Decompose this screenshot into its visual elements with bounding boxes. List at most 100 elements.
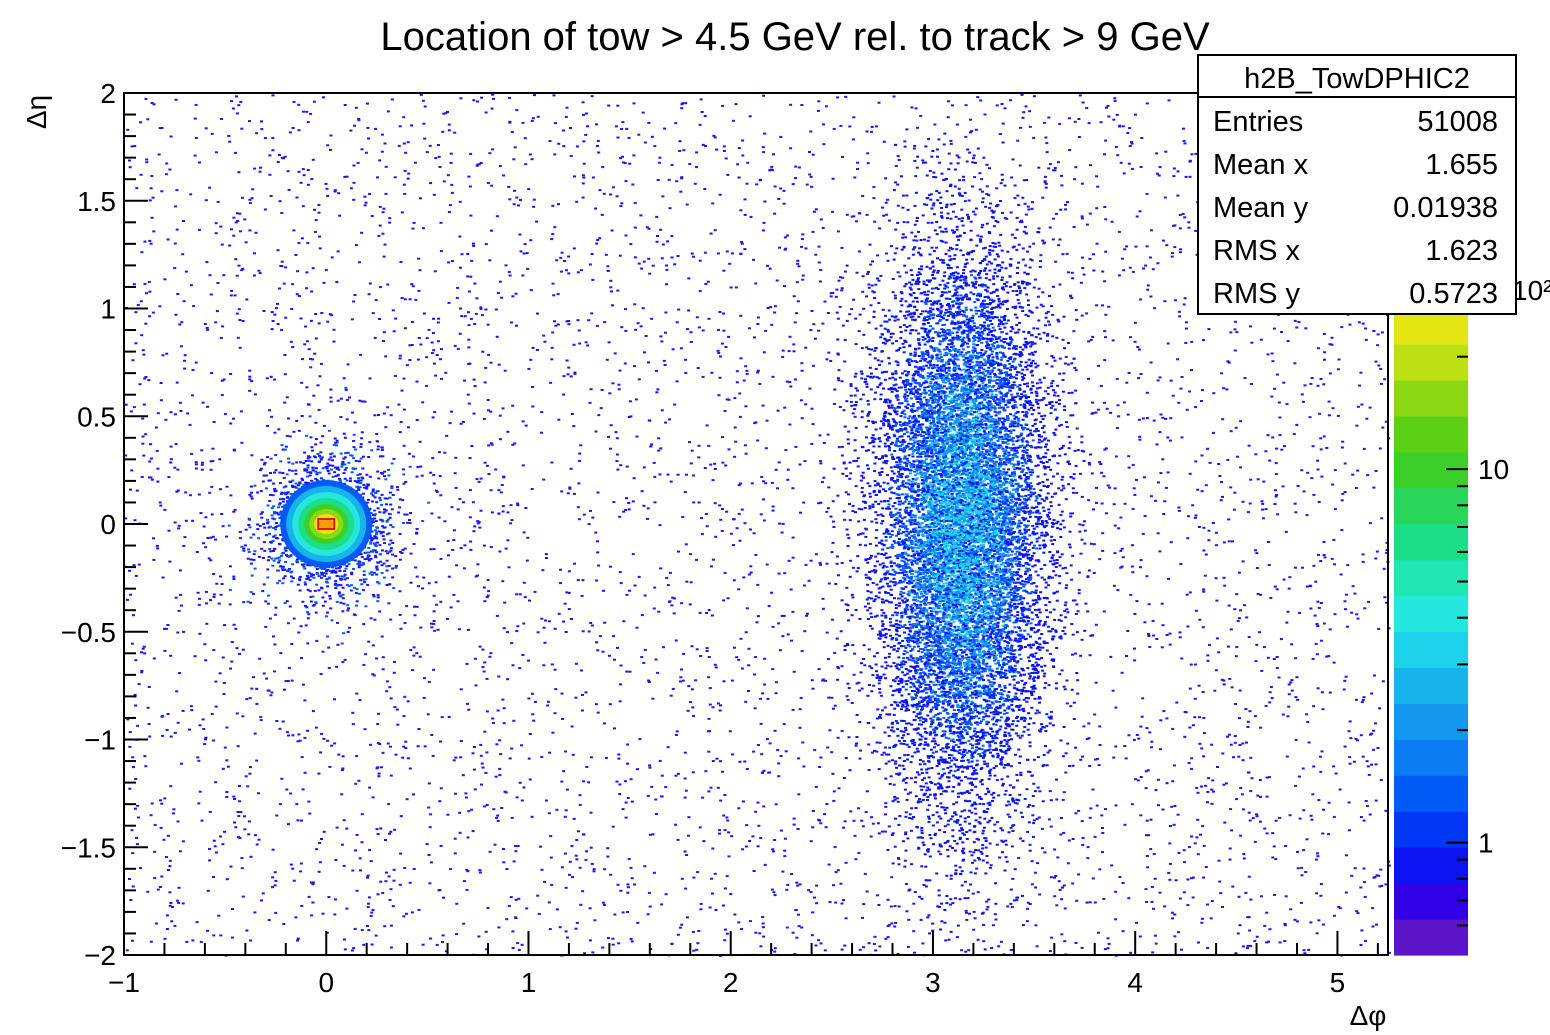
data-point [564, 751, 567, 753]
data-point [259, 171, 262, 173]
data-point [487, 354, 490, 356]
data-point [280, 329, 283, 331]
data-point [728, 855, 731, 857]
data-point [202, 402, 205, 404]
data-point [715, 909, 718, 911]
data-point [1218, 860, 1221, 862]
data-point [829, 360, 832, 362]
data-point [1266, 796, 1269, 798]
data-point [668, 418, 671, 420]
data-point [824, 949, 827, 951]
data-point [754, 283, 757, 285]
data-point [274, 871, 277, 873]
data-point [649, 446, 652, 448]
data-point [1383, 568, 1386, 570]
data-point [523, 582, 526, 584]
data-point [904, 386, 907, 388]
data-point [1064, 204, 1067, 206]
data-point [1317, 347, 1320, 349]
data-point [854, 416, 857, 418]
data-point [1179, 251, 1182, 253]
data-point [647, 507, 650, 509]
data-point [913, 145, 916, 147]
data-point [245, 775, 248, 777]
data-point [1168, 99, 1171, 101]
data-point [1031, 381, 1034, 383]
data-point [1137, 738, 1140, 740]
data-point [667, 474, 670, 476]
data-point [717, 350, 720, 352]
data-point [585, 766, 588, 768]
data-point [1021, 94, 1024, 96]
data-point [374, 337, 377, 339]
data-point [364, 401, 367, 403]
data-point [1357, 912, 1360, 914]
data-point [1346, 564, 1349, 566]
data-point [1291, 690, 1294, 692]
data-point [202, 718, 205, 720]
data-point [393, 829, 396, 831]
data-point [367, 906, 370, 908]
data-point [340, 793, 343, 795]
data-point [1173, 935, 1176, 937]
data-point [318, 322, 321, 324]
data-point [756, 372, 759, 374]
data-point [1135, 922, 1138, 924]
data-point [731, 252, 734, 254]
data-point [1056, 473, 1059, 475]
data-point [793, 350, 796, 352]
data-point [1229, 331, 1232, 333]
data-point [1115, 804, 1118, 806]
data-point [596, 649, 599, 651]
data-point [251, 498, 254, 500]
data-point [270, 416, 273, 418]
data-point [827, 312, 830, 314]
data-point [1274, 858, 1277, 860]
data-point [730, 533, 733, 535]
data-point [286, 435, 289, 437]
data-point [490, 362, 493, 364]
data-point [1141, 697, 1144, 699]
data-point [893, 96, 896, 98]
data-point [709, 704, 712, 706]
data-point [532, 206, 535, 208]
data-point [377, 448, 380, 450]
data-point [956, 936, 959, 938]
data-point [519, 199, 522, 201]
data-point [553, 153, 556, 155]
data-point [238, 319, 241, 321]
data-point [1104, 218, 1107, 220]
data-point [1276, 667, 1279, 669]
data-point [231, 908, 234, 910]
data-point [577, 271, 580, 273]
data-point [496, 215, 499, 217]
data-point [397, 512, 400, 514]
data-point [284, 266, 287, 268]
data-point [156, 481, 159, 483]
data-point [589, 510, 592, 512]
data-point [378, 318, 381, 320]
data-point [1173, 805, 1176, 807]
data-point [192, 369, 195, 371]
data-point [488, 656, 491, 658]
data-point [369, 744, 372, 746]
data-point [560, 781, 563, 783]
data-point [850, 405, 853, 407]
data-point [886, 849, 889, 851]
data-point [509, 522, 512, 524]
data-point [910, 106, 913, 108]
data-point [585, 113, 588, 115]
data-point [1082, 837, 1085, 839]
data-point [497, 676, 500, 678]
data-point [752, 751, 755, 753]
data-point [495, 309, 498, 311]
data-point [763, 658, 766, 660]
data-point [858, 330, 861, 332]
data-point [569, 861, 572, 863]
data-point [403, 715, 406, 717]
data-point [1333, 563, 1336, 565]
data-point [804, 403, 807, 405]
data-point [1189, 473, 1192, 475]
data-point [268, 919, 271, 921]
